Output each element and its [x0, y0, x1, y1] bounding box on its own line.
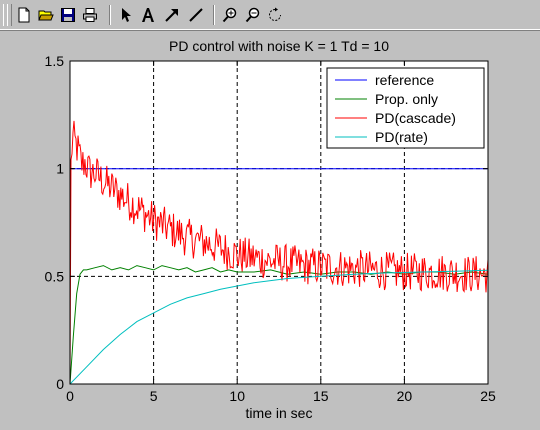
x-axis-label: time in sec	[246, 405, 313, 421]
print-figure-button[interactable]	[79, 4, 101, 26]
edit-plot-button[interactable]	[115, 4, 137, 26]
insert-arrow-button[interactable]	[161, 4, 183, 26]
axes-frame	[69, 60, 489, 385]
rotate-icon	[269, 7, 281, 21]
new-figure-button[interactable]	[13, 4, 35, 26]
insert-text-button[interactable]	[137, 4, 159, 26]
floppy-disk-icon	[61, 8, 75, 22]
toolbar-separator	[213, 5, 215, 25]
legend-label: reference	[375, 72, 434, 88]
zoom-out-button[interactable]	[242, 4, 264, 26]
y-tick-label: 1.5	[45, 53, 65, 69]
toolbar-separator	[109, 5, 111, 25]
legend-label: PD(cascade)	[375, 110, 456, 126]
zoom-in-button[interactable]	[219, 4, 241, 26]
zoom-out-icon	[245, 7, 260, 23]
legend-label: Prop. only	[375, 91, 438, 107]
toolbar-grip[interactable]	[7, 4, 12, 26]
legend-box	[326, 67, 485, 149]
y-tick-label: 0.5	[45, 268, 65, 284]
y-tick-label: 0	[56, 376, 64, 392]
rotate-3d-button[interactable]	[264, 4, 286, 26]
zoom-in-icon	[222, 7, 237, 23]
y-tick-label: 1	[56, 161, 64, 177]
text-a-icon	[142, 8, 154, 22]
legend[interactable]: reference Prop. only PD(cascade) PD(rate)	[326, 67, 485, 149]
line-icon	[189, 8, 203, 22]
legend-label: PD(rate)	[375, 129, 428, 145]
arrow-pointer-icon	[122, 8, 131, 22]
x-tick-label: 0	[66, 388, 74, 404]
new-file-icon	[18, 7, 30, 23]
series-line-pd-cascade[interactable]	[69, 120, 489, 385]
x-tick-label: 20	[397, 388, 413, 404]
line-chart: 0 5 10 15 20 25 0 0.5 1 1.5 PD control with noise…	[45, 38, 496, 421]
open-file-button[interactable]	[35, 4, 57, 26]
chart-title: PD control with noise K = 1 Td = 10	[169, 38, 389, 54]
series-line-pd-rate[interactable]	[69, 269, 489, 385]
arrow-icon	[165, 9, 178, 22]
x-tick-label: 10	[229, 388, 245, 404]
figure-window: 0 5 10 15 20 25 0 0.5 1 1.5 PD control with noise…	[0, 31, 540, 430]
x-tick-label: 5	[150, 388, 158, 404]
figure-toolbar	[0, 0, 540, 31]
x-tick-label: 25	[480, 388, 496, 404]
folder-open-icon	[38, 10, 54, 21]
save-figure-button[interactable]	[57, 4, 79, 26]
printer-icon	[83, 8, 97, 22]
x-tick-label: 15	[313, 388, 329, 404]
insert-line-button[interactable]	[185, 4, 207, 26]
